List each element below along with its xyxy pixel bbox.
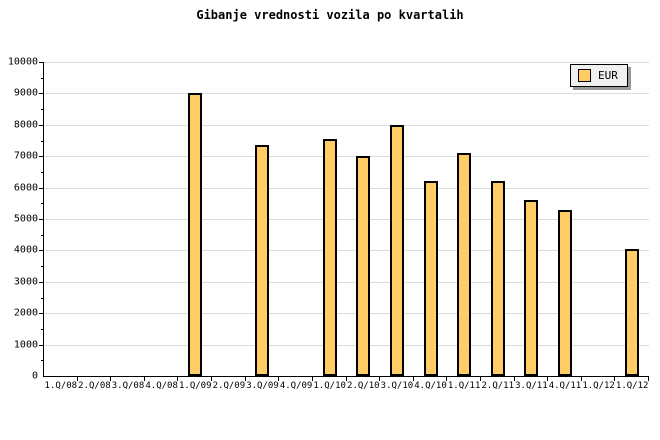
- x-axis-tick: [211, 376, 213, 381]
- y-axis-minor-tick: [41, 140, 44, 142]
- x-axis-label: 1.Q/10: [313, 381, 346, 391]
- y-axis-label: 10000: [7, 56, 38, 68]
- x-axis-label: 3.Q/08: [111, 381, 145, 391]
- x-axis-label: 1.Q/09: [178, 381, 212, 391]
- x-axis-tick: [379, 376, 381, 381]
- y-axis-major-tick: [39, 124, 44, 126]
- eur-series-swatch-icon: [578, 69, 591, 82]
- y-axis-label: 5000: [13, 213, 38, 225]
- x-axis-label: 2.Q/11: [481, 381, 515, 391]
- x-axis-label: 3.Q/11: [515, 381, 548, 391]
- bar: [423, 181, 438, 376]
- x-axis-tick: [311, 376, 313, 381]
- legend: EUR: [570, 64, 628, 87]
- x-axis-label: 1.Q/12: [582, 381, 615, 391]
- bar: [457, 153, 472, 376]
- y-axis-label: 2000: [13, 307, 38, 319]
- y-axis-major-tick: [39, 250, 44, 252]
- gridline: [44, 250, 649, 252]
- gridline: [44, 187, 649, 189]
- x-axis-tick: [547, 376, 549, 381]
- y-axis-major-tick: [39, 344, 44, 346]
- x-axis-label: 2.Q/08: [78, 381, 111, 391]
- y-axis-label: 6000: [13, 182, 38, 194]
- x-axis-tick: [244, 376, 246, 381]
- x-axis-label: 4.Q/08: [145, 381, 178, 391]
- gridline: [44, 281, 649, 283]
- y-axis-label: 0: [31, 370, 38, 382]
- y-axis-minor-tick: [41, 266, 44, 268]
- x-axis-tick: [110, 376, 112, 381]
- y-axis-minor-tick: [41, 360, 44, 362]
- y-axis-major-tick: [39, 219, 44, 220]
- x-axis-label: 4.Q/11: [548, 381, 582, 391]
- x-axis-label: 3.Q/10: [380, 381, 414, 391]
- x-axis-label: 2.Q/09: [212, 381, 246, 391]
- chart-title: Gibanje vrednosti vozila po kvartalih: [196, 8, 464, 22]
- x-axis-label: 4.Q/10: [414, 381, 447, 391]
- x-axis-tick: [513, 376, 515, 381]
- x-axis-label: 4.Q/09: [279, 381, 313, 391]
- y-axis-minor-tick: [41, 328, 44, 330]
- x-axis-tick: [278, 376, 280, 381]
- bar: [356, 156, 371, 376]
- x-axis-label: 2.Q/10: [347, 381, 380, 391]
- bar: [490, 181, 505, 376]
- y-axis-label: 4000: [13, 244, 38, 256]
- x-axis-tick: [479, 376, 481, 381]
- bar: [557, 210, 572, 376]
- y-axis-minor-tick: [41, 203, 44, 205]
- x-axis-tick: [580, 376, 582, 381]
- gridline: [44, 124, 649, 126]
- y-axis-major-tick: [39, 187, 44, 189]
- x-axis-tick: [648, 376, 649, 381]
- x-axis-tick: [412, 376, 414, 381]
- y-axis-minor-tick: [41, 77, 44, 79]
- y-axis-minor-tick: [41, 109, 44, 111]
- y-axis-major-tick: [39, 93, 44, 95]
- x-axis-tick: [345, 376, 347, 381]
- gridline: [44, 93, 649, 95]
- plot-area: 0 1000 2000 3000 4000 5000 6000 7000 8000 9000 100…: [8, 57, 649, 391]
- y-axis-minor-tick: [41, 171, 44, 173]
- gridline: [44, 219, 649, 220]
- x-axis-tick: [177, 376, 179, 381]
- x-axis-label: 3.Q/09: [246, 381, 279, 391]
- y-axis-label: 8000: [13, 119, 38, 131]
- bar: [389, 125, 404, 376]
- bar: [524, 200, 539, 376]
- x-axis-label: 1.Q/12: [615, 381, 649, 391]
- x-axis-tick: [614, 376, 616, 381]
- x-axis-tick: [76, 376, 78, 381]
- gridline: [44, 344, 649, 346]
- gridline: [44, 313, 649, 315]
- y-axis-label: 3000: [13, 276, 38, 288]
- bar: [188, 93, 203, 376]
- y-axis-major-tick: [39, 62, 44, 63]
- bar: [255, 145, 270, 376]
- bar: [322, 139, 337, 376]
- x-axis-tick: [446, 376, 448, 381]
- y-axis-minor-tick: [41, 234, 44, 236]
- y-axis-minor-tick: [41, 297, 44, 299]
- x-axis-tick: [143, 376, 145, 381]
- y-axis-major-tick: [39, 313, 44, 315]
- y-axis-major-tick: [39, 281, 44, 283]
- legend-label: EUR: [598, 69, 618, 82]
- x-axis-label: 1.Q/11: [447, 381, 481, 391]
- y-axis-label: 9000: [13, 87, 38, 99]
- gridline: [44, 156, 649, 158]
- gridline: [44, 62, 649, 63]
- bar: [625, 249, 640, 376]
- y-axis-label: 1000: [13, 339, 38, 351]
- x-axis-label: 1.Q/08: [44, 381, 78, 391]
- y-axis-major-tick: [39, 156, 44, 158]
- y-axis-label: 7000: [13, 150, 38, 162]
